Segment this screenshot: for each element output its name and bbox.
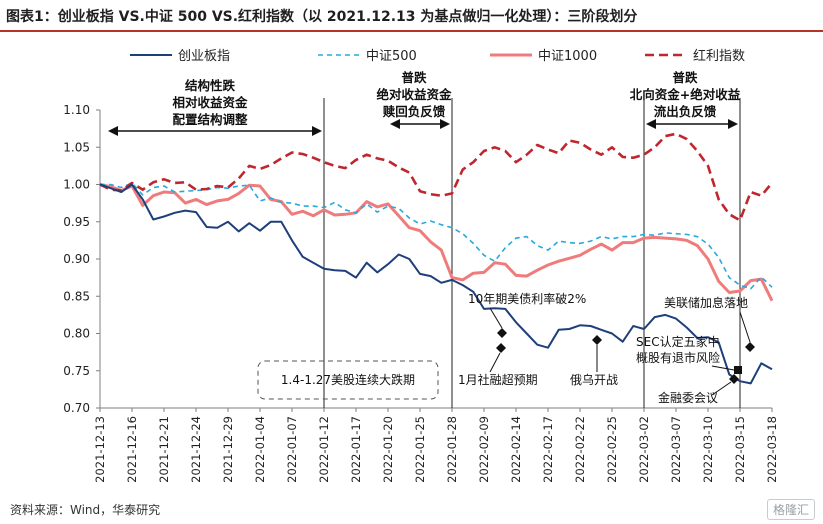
x-tick-label: 2022-01-28 — [445, 416, 459, 483]
event-annotation: 概股有退市风险 — [636, 350, 720, 365]
x-tick-label: 2022-01-07 — [285, 416, 299, 483]
y-tick-label: 0.75 — [63, 364, 90, 378]
event-marker — [734, 366, 742, 374]
chart-title: 图表1：创业板指 VS.中证 500 VS.红利指数（以 2021.12.13 … — [6, 9, 638, 25]
x-tick-label: 2022-02-25 — [605, 416, 619, 483]
phase-arrow-head — [646, 119, 656, 129]
event-annotation: 美联储加息落地 — [664, 295, 748, 310]
phase-arrow-head — [312, 126, 322, 136]
phase-label: 相对收益资金 — [172, 95, 248, 110]
phase-label: 结构性跌 — [185, 78, 236, 93]
legend-label: 创业板指 — [178, 49, 230, 64]
y-tick-label: 0.90 — [63, 252, 90, 266]
phase-label: 普跌 — [672, 70, 698, 85]
phase-label: 绝对收益资金 — [376, 87, 452, 102]
phase-label: 赎回负反馈 — [383, 104, 446, 119]
y-tick-label: 0.95 — [63, 215, 90, 229]
source-note: 资料来源：Wind，华泰研究 — [10, 503, 161, 517]
x-tick-label: 2022-01-20 — [381, 416, 395, 483]
line-chart: 1.101.051.000.950.900.850.800.750.702021… — [63, 48, 779, 483]
legend-label: 红利指数 — [693, 48, 745, 64]
phase-label: 流出负反馈 — [654, 104, 717, 119]
title-divider — [0, 30, 823, 32]
phase-label: 北向资金+绝对收益 — [630, 87, 741, 102]
x-tick-label: 2022-02-14 — [509, 416, 523, 483]
y-tick-label: 1.10 — [63, 103, 90, 117]
phase-arrow-head — [390, 119, 400, 129]
annotation-box — [257, 360, 439, 400]
annotation-leader-line — [711, 381, 732, 396]
series-line-4 — [99, 132, 773, 222]
x-tick-label: 2022-01-17 — [349, 416, 363, 483]
x-tick-label: 2022-01-25 — [413, 416, 427, 483]
x-tick-label: 2021-12-16 — [125, 416, 139, 483]
annotation-leader-line — [711, 365, 735, 371]
watermark-logo: 格隆汇 — [766, 499, 815, 520]
phase-arrow-head — [440, 119, 450, 129]
x-tick-label: 2022-03-07 — [669, 416, 683, 483]
event-annotation: 10年期美债利率破2% — [468, 291, 586, 306]
series-line-2 — [100, 182, 773, 290]
phase-label: 配置结构调整 — [172, 112, 248, 127]
annotation-leader-line — [489, 307, 503, 329]
x-tick-label: 2021-12-21 — [157, 416, 171, 483]
x-tick-label: 2022-02-17 — [541, 416, 555, 483]
series-line-1 — [99, 183, 773, 385]
x-tick-label: 2022-02-09 — [477, 416, 491, 483]
event-annotation: 1月社融超预期 — [458, 372, 538, 387]
x-tick-label: 2022-03-15 — [733, 416, 747, 483]
x-tick-label: 2021-12-13 — [93, 416, 107, 483]
event-marker — [496, 343, 506, 353]
phase-arrow-head — [728, 119, 738, 129]
y-tick-label: 0.70 — [63, 401, 90, 415]
x-tick-label: 2022-03-10 — [701, 416, 715, 483]
x-tick-label: 2022-03-02 — [637, 416, 651, 483]
x-tick-label: 2022-01-04 — [253, 416, 267, 483]
event-annotation: SEC认定五家中 — [636, 334, 720, 349]
y-tick-label: 0.85 — [63, 289, 90, 303]
event-annotation: 俄乌开战 — [570, 372, 618, 387]
event-marker — [745, 342, 755, 352]
event-annotation: 金融委会议 — [658, 390, 718, 405]
x-tick-label: 2021-12-29 — [221, 416, 235, 483]
x-tick-label: 2021-12-24 — [189, 416, 203, 483]
annotation-leader-line — [489, 352, 501, 373]
event-marker — [592, 335, 602, 345]
event-marker — [729, 374, 739, 384]
phase-label: 普跌 — [401, 70, 427, 85]
legend-label: 中证1000 — [538, 49, 597, 64]
event-marker — [497, 328, 507, 338]
y-tick-label: 0.80 — [63, 327, 90, 341]
x-tick-label: 2022-02-22 — [573, 416, 587, 483]
x-tick-label: 2022-03-18 — [765, 416, 779, 483]
phase-arrow-head — [108, 126, 118, 136]
y-tick-label: 1.05 — [63, 140, 90, 154]
annotation-label: 1.4-1.27美股连续大跌期 — [281, 372, 415, 387]
series-line-3 — [99, 183, 774, 302]
y-tick-label: 1.00 — [63, 178, 90, 192]
x-tick-label: 2022-01-12 — [317, 416, 331, 483]
legend-label: 中证500 — [366, 49, 417, 64]
annotation-leader-line — [739, 311, 751, 343]
